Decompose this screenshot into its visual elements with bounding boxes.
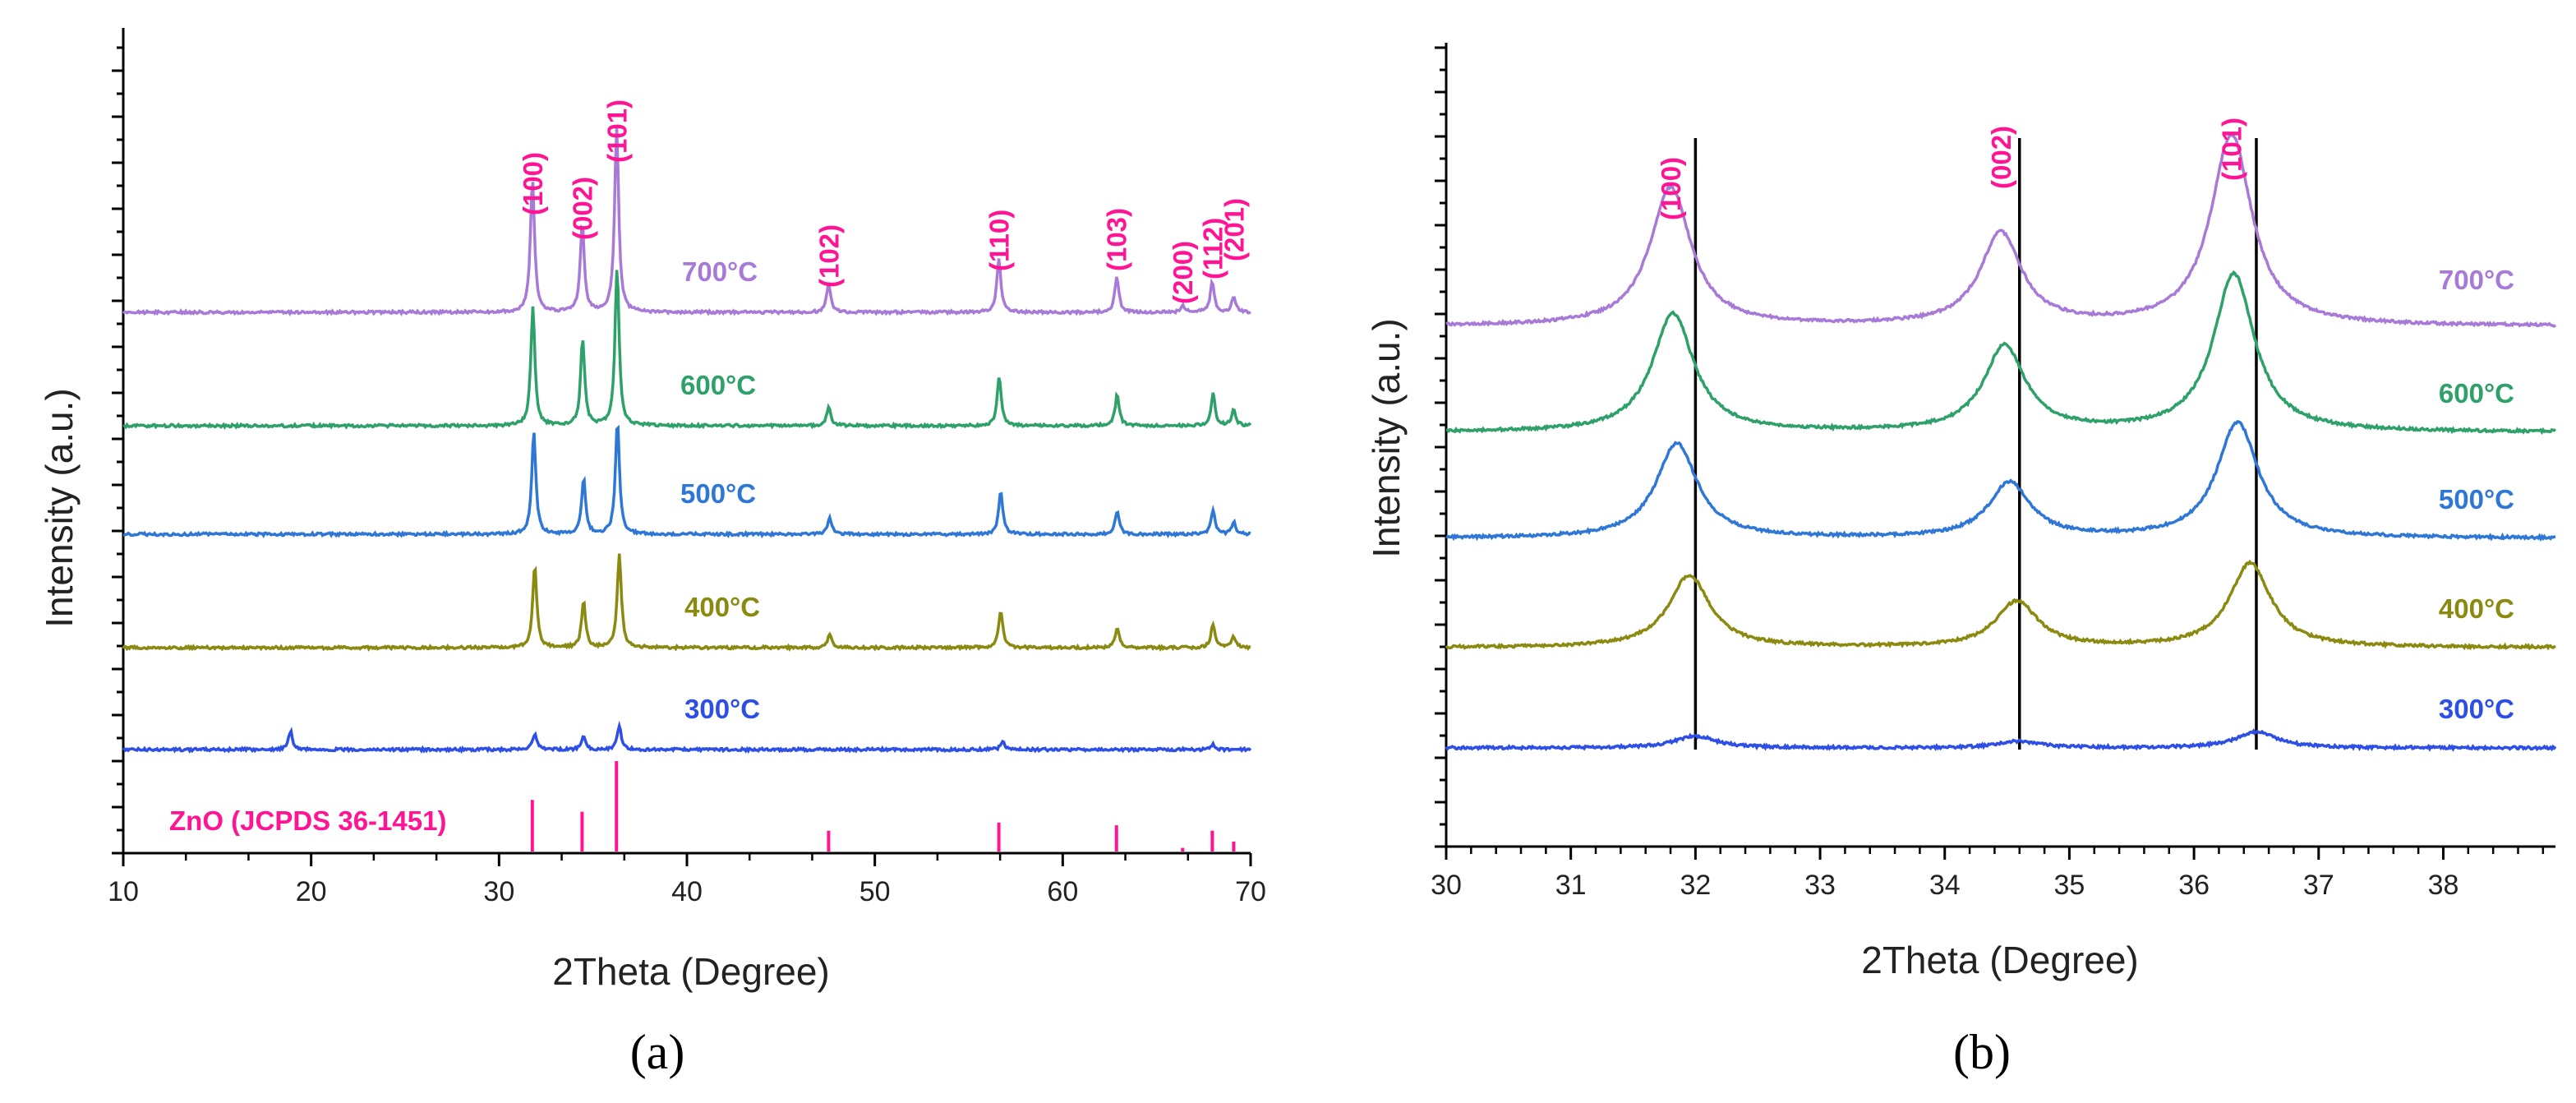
panel-a: 10 20 30 40 50 60 70 ZnO (JCPDS 36-1451) 300°C 40… (38, 28, 1266, 1079)
panel-b-plot-area: 30 31 32 33 34 35 36 37 38 300°C 400°C 500°C 600°C 70… (1431, 43, 2557, 901)
x-tick-label: 31 (1555, 870, 1587, 901)
x-tick-label: 30 (1431, 870, 1462, 901)
peak-label: (102) (813, 224, 844, 288)
series-label: 500°C (2439, 484, 2514, 515)
peak-label: (103) (1102, 208, 1132, 271)
x-tick-label: 34 (1929, 870, 1961, 901)
peak-label: (100) (1656, 157, 1686, 220)
x-tick-label: 35 (2054, 870, 2085, 901)
series-label: 400°C (684, 592, 760, 622)
peak-label: (101) (2217, 118, 2247, 181)
series-line (122, 127, 1251, 317)
x-tick-label: 36 (2178, 870, 2210, 901)
panel-a-plot-area: 10 20 30 40 50 60 70 ZnO (JCPDS 36-1451) 300°C 40… (108, 28, 1266, 907)
series-line (122, 424, 1251, 539)
x-tick-label: 50 (859, 876, 891, 907)
peak-label: (112) (1197, 218, 1228, 279)
series-line (1445, 559, 2556, 651)
x-tick-label: 20 (296, 876, 327, 907)
x-tick-label: 32 (1680, 870, 1711, 901)
x-tick-label: 33 (1804, 870, 1836, 901)
x-tick-label: 38 (2428, 870, 2459, 901)
series-line (1445, 728, 2557, 752)
x-tick-label: 10 (108, 876, 139, 907)
peak-label: (100) (518, 152, 548, 215)
x-tick-label: 40 (671, 876, 703, 907)
panel-b-label: (b) (1953, 1025, 2011, 1079)
series-line (1445, 133, 2557, 328)
x-tick-label: 37 (2303, 870, 2334, 901)
series-label: 600°C (2439, 378, 2514, 408)
x-tick-label: 70 (1235, 876, 1266, 907)
series-line (122, 553, 1251, 653)
peak-label: (201) (1219, 198, 1249, 261)
panel-a-x-axis-label: 2Theta (Degree) (552, 950, 830, 993)
peak-label: (002) (1986, 126, 2016, 189)
series-line (1445, 270, 2557, 436)
panel-b-x-axis-label: 2Theta (Degree) (1861, 939, 2139, 981)
peak-label: (200) (1168, 241, 1198, 304)
peak-label: (110) (984, 210, 1015, 271)
panel-b-y-axis-label: Intensity (a.u.) (1365, 318, 1408, 557)
series-label: 400°C (2439, 593, 2514, 624)
panel-a-label: (a) (630, 1025, 685, 1079)
panel-a-y-axis-label: Intensity (a.u.) (38, 388, 81, 627)
series-line (122, 270, 1252, 430)
panel-b: 30 31 32 33 34 35 36 37 38 300°C 400°C 500°C 600°C 70… (1365, 43, 2557, 1079)
peak-label: (002) (567, 177, 597, 240)
series-label: 500°C (680, 478, 756, 509)
series-label: 700°C (682, 256, 758, 287)
series-label: 600°C (680, 370, 756, 400)
series-label: 300°C (2439, 694, 2514, 724)
series-line (122, 720, 1252, 755)
x-tick-label: 30 (483, 876, 514, 907)
x-tick-label: 60 (1047, 876, 1078, 907)
series-label: 300°C (684, 694, 760, 724)
series-label: 700°C (2439, 265, 2514, 295)
reference-label: ZnO (JCPDS 36-1451) (169, 805, 446, 836)
series-line (1445, 419, 2556, 542)
peak-label: (101) (601, 99, 632, 163)
